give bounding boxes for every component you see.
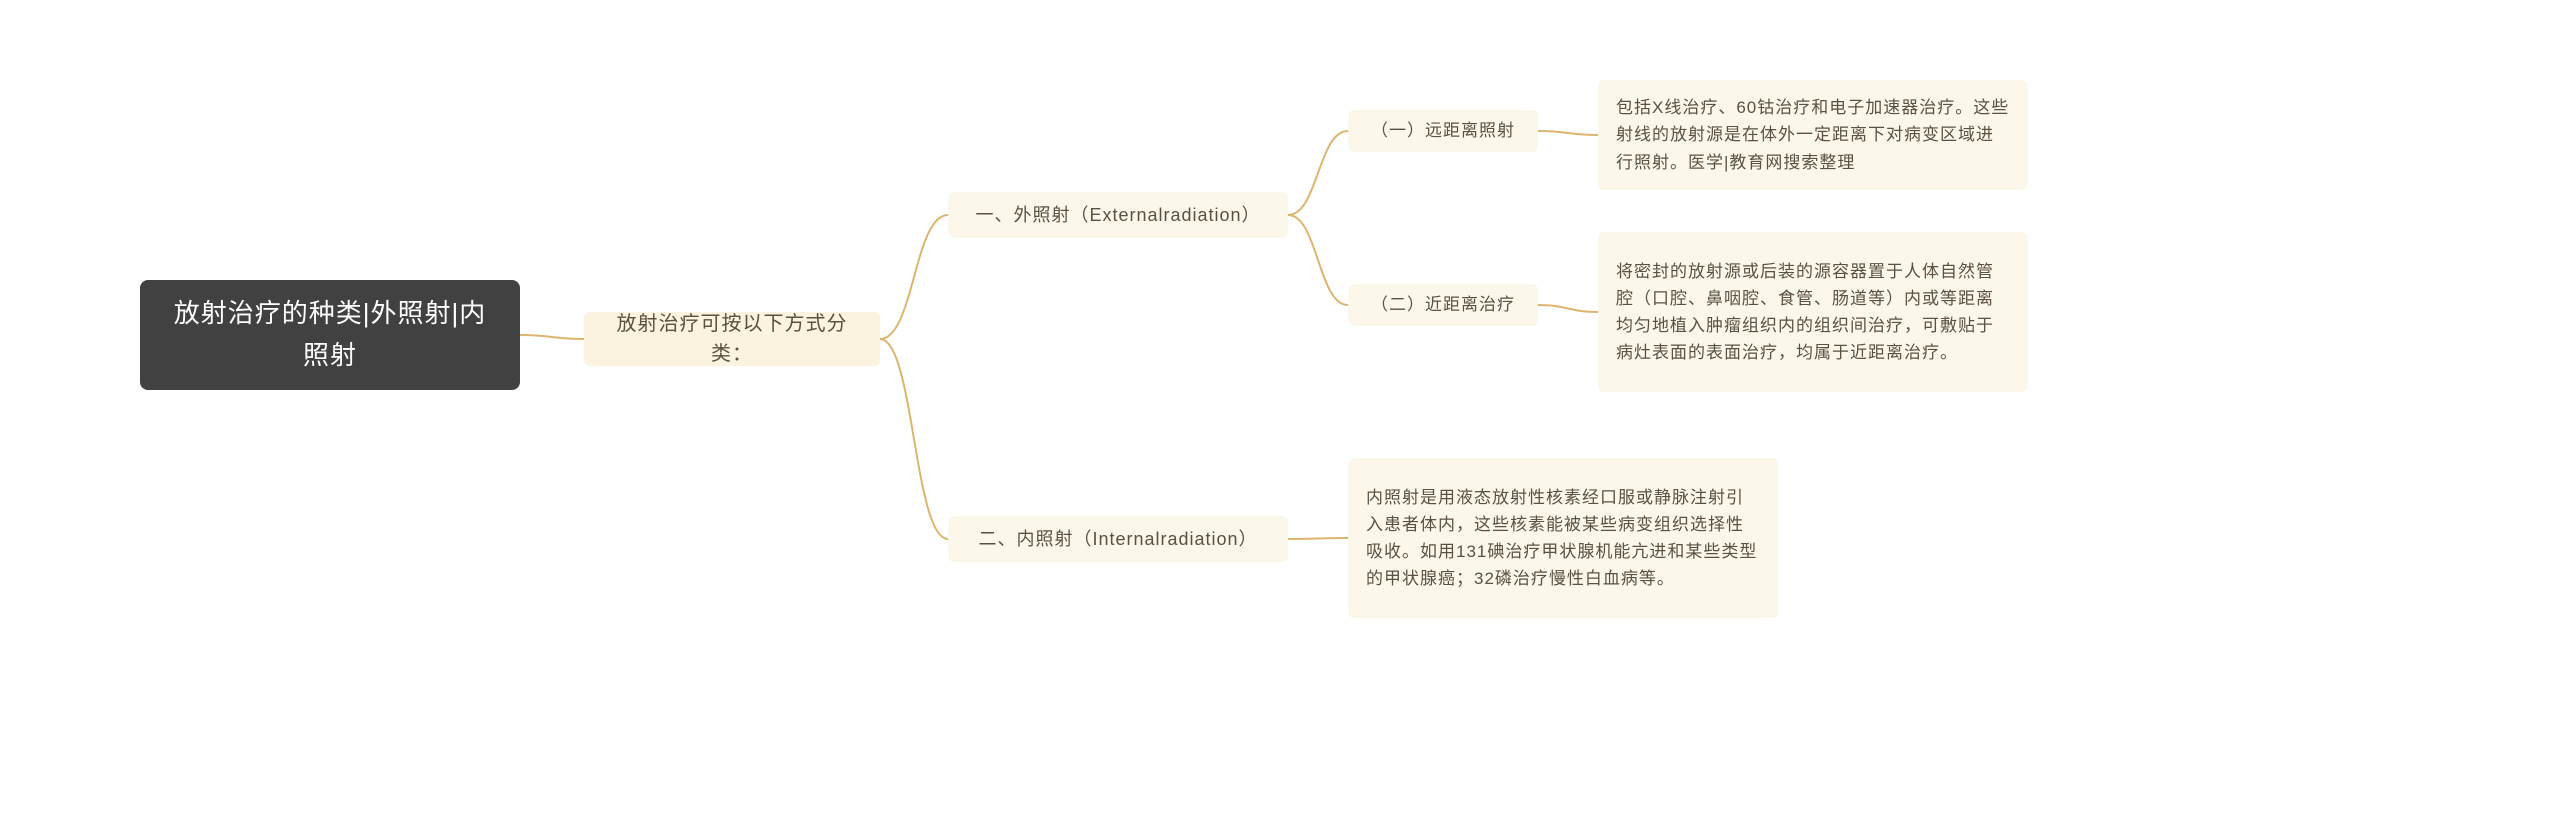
node-leaf3: 内照射是用液态放射性核素经口服或静脉注射引入患者体内，这些核素能被某些病变组织选… [1348,458,1778,618]
node-l3a: （一）远距离照射 [1348,110,1538,152]
node-root: 放射治疗的种类|外照射|内照射 [140,280,520,390]
label: 内照射是用液态放射性核素经口服或静脉注射引入患者体内，这些核素能被某些病变组织选… [1366,484,1760,593]
label: 二、内照射（Internalradiation） [978,526,1257,553]
label: 一、外照射（Externalradiation） [975,202,1260,229]
label: 放射治疗可按以下方式分类： [604,309,860,369]
label: 将密封的放射源或后装的源容器置于人体自然管腔（口腔、鼻咽腔、食管、肠道等）内或等… [1616,258,2010,367]
node-l2a: 一、外照射（Externalradiation） [948,192,1288,238]
label: 放射治疗的种类|外照射|内照射 [166,293,494,376]
node-leaf2: 将密封的放射源或后装的源容器置于人体自然管腔（口腔、鼻咽腔、食管、肠道等）内或等… [1598,232,2028,392]
edge-layer [0,0,2560,819]
node-l1: 放射治疗可按以下方式分类： [584,312,880,366]
node-l3b: （二）近距离治疗 [1348,284,1538,326]
node-l2b: 二、内照射（Internalradiation） [948,516,1288,562]
label: 包括X线治疗、60钴治疗和电子加速器治疗。这些射线的放射源是在体外一定距离下对病… [1616,94,2010,176]
label: （一）远距离照射 [1371,118,1515,144]
label: （二）近距离治疗 [1371,292,1515,318]
node-leaf1: 包括X线治疗、60钴治疗和电子加速器治疗。这些射线的放射源是在体外一定距离下对病… [1598,80,2028,190]
